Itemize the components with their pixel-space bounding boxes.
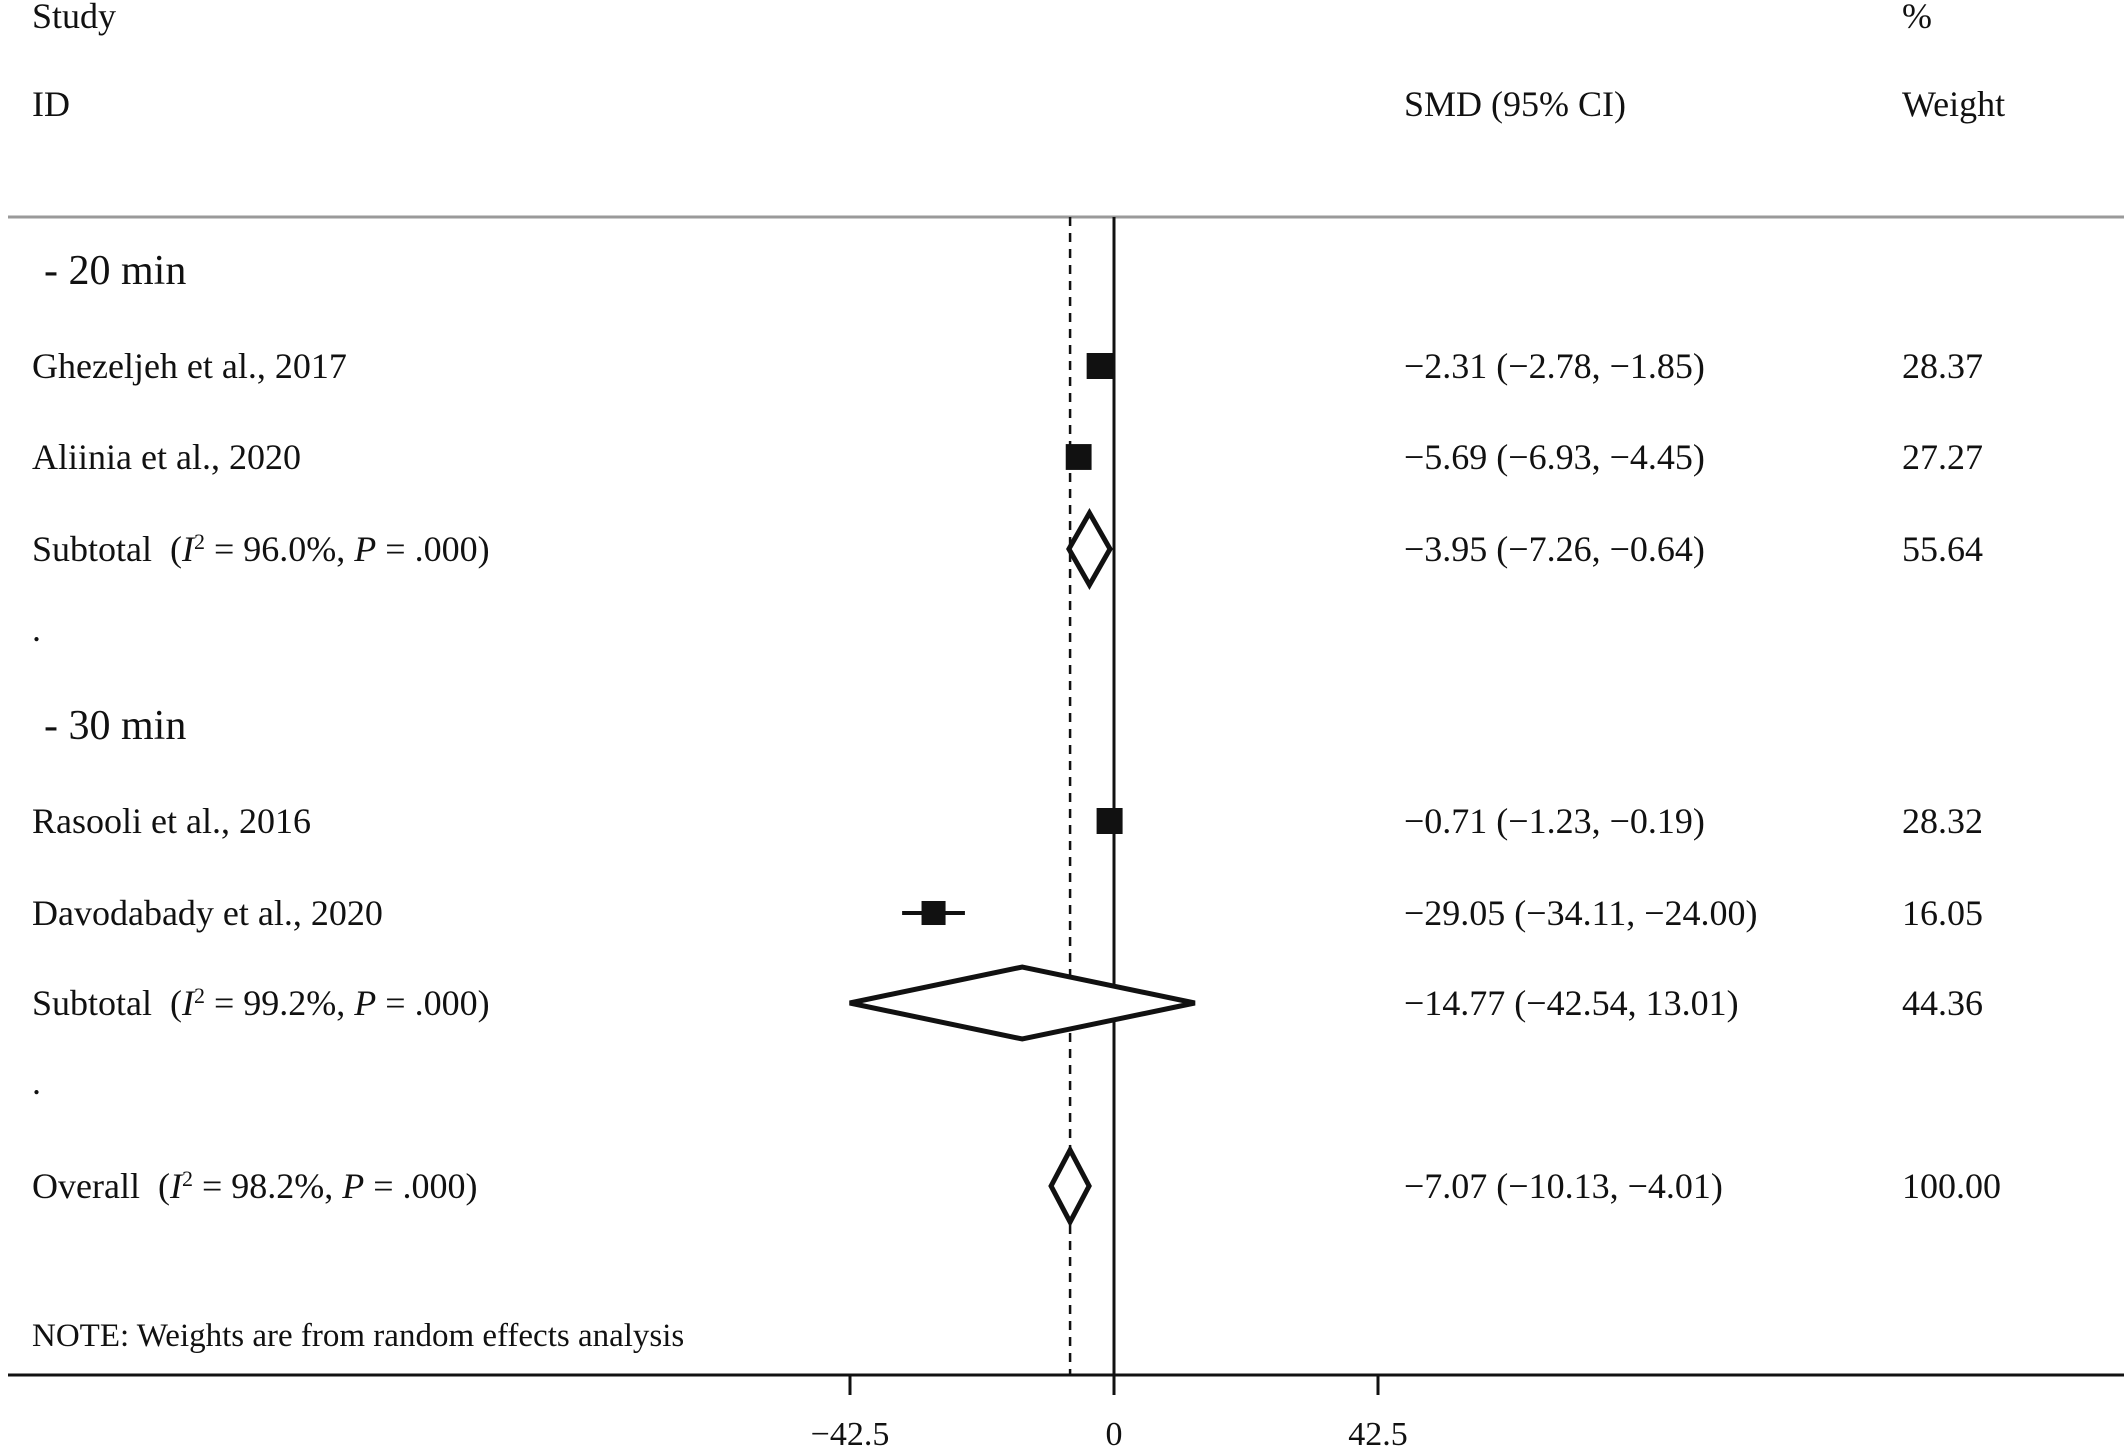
subgroup-label: - 30 min bbox=[44, 703, 186, 749]
x-tick-label: 42.5 bbox=[1348, 1416, 1408, 1446]
spacer-dot: . bbox=[32, 609, 41, 649]
header-id: ID bbox=[32, 84, 70, 124]
study-point bbox=[921, 900, 946, 926]
study-weight-text: 27.27 bbox=[1902, 437, 1983, 477]
study-ci-text: −0.71 (−1.23, −0.19) bbox=[1404, 801, 1705, 841]
overall-label: Overall (I2 = 98.2%, P = .000) bbox=[32, 1166, 478, 1207]
header-study: Study bbox=[32, 0, 116, 36]
header-percent: % bbox=[1902, 0, 1932, 36]
header-weight: Weight bbox=[1902, 84, 2005, 124]
subtotal-ci-text: −14.77 (−42.54, 13.01) bbox=[1404, 983, 1739, 1023]
subtotal-diamond bbox=[849, 964, 1196, 1042]
overall-diamond bbox=[1048, 1144, 1092, 1228]
study-weight-text: 28.32 bbox=[1902, 801, 1983, 841]
study-weight-text: 16.05 bbox=[1902, 893, 1983, 933]
study-weight-text: 28.37 bbox=[1902, 346, 1983, 386]
subtotal-label: Subtotal (I2 = 96.0%, P = .000) bbox=[32, 529, 490, 570]
subtotal-weight-text: 55.64 bbox=[1902, 529, 1983, 569]
subtotal-diamond bbox=[1066, 507, 1113, 591]
study-ci-text: −29.05 (−34.11, −24.00) bbox=[1404, 893, 1758, 933]
study-label: Ghezeljeh et al., 2017 bbox=[32, 346, 347, 386]
header-smd: SMD (95% CI) bbox=[1404, 84, 1626, 124]
note-text: NOTE: Weights are from random effects an… bbox=[32, 1318, 684, 1354]
study-point bbox=[1086, 353, 1113, 379]
subtotal-label: Subtotal (I2 = 99.2%, P = .000) bbox=[32, 983, 490, 1024]
subtotal-ci-text: −3.95 (−7.26, −0.64) bbox=[1404, 529, 1705, 569]
study-ci-text: −5.69 (−6.93, −4.45) bbox=[1404, 437, 1705, 477]
study-point bbox=[1065, 444, 1092, 470]
subtotal-ci-text: −7.07 (−10.13, −4.01) bbox=[1404, 1166, 1723, 1206]
study-ci-text: −2.31 (−2.78, −1.85) bbox=[1404, 346, 1705, 386]
spacer-dot: . bbox=[32, 1062, 41, 1102]
subtotal-weight-text: 44.36 bbox=[1902, 983, 1983, 1023]
x-tick-label: −42.5 bbox=[811, 1416, 890, 1446]
study-point bbox=[1096, 808, 1123, 834]
x-tick-label: 0 bbox=[1106, 1416, 1123, 1446]
study-label: Rasooli et al., 2016 bbox=[32, 801, 311, 841]
study-label: Aliinia et al., 2020 bbox=[32, 437, 301, 477]
subgroup-label: - 20 min bbox=[44, 248, 186, 294]
study-label: Davodabady et al., 2020 bbox=[32, 893, 383, 933]
subtotal-weight-text: 100.00 bbox=[1902, 1166, 2001, 1206]
